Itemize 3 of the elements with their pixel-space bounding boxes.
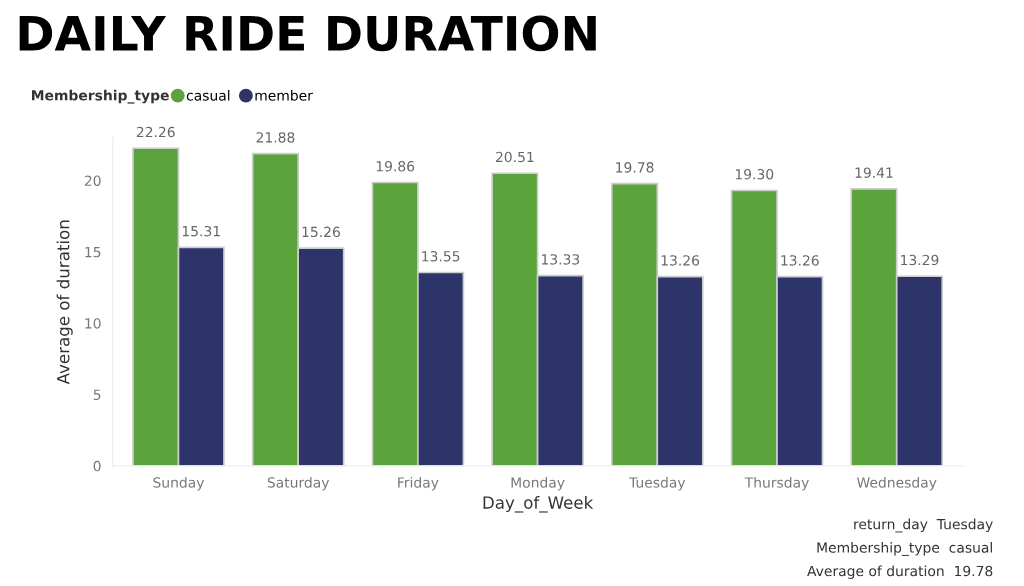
x-axis-title: Day_of_Week	[483, 495, 594, 513]
y-axis-title: Average of duration	[56, 220, 73, 385]
chart-title: DAILY RIDE DURATION	[19, 15, 596, 52]
